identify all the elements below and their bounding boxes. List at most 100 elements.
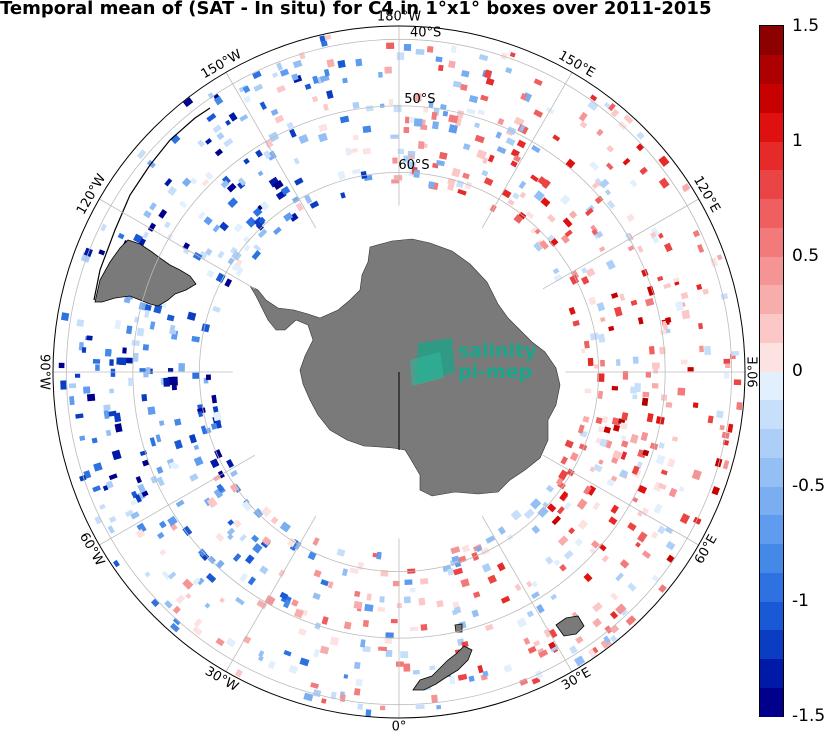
anomaly-cell <box>516 617 528 628</box>
anomaly-cell <box>546 214 556 223</box>
anomaly-cell <box>279 521 292 533</box>
anomaly-cell <box>447 568 455 576</box>
anomaly-cell <box>600 316 606 322</box>
anomaly-cell <box>426 46 434 53</box>
anomaly-cell <box>619 422 628 430</box>
anomaly-cell <box>133 233 143 244</box>
anomaly-cell <box>413 169 421 178</box>
anomaly-cell <box>342 77 348 84</box>
anomaly-cell <box>139 238 146 246</box>
anomaly-cell <box>364 603 374 612</box>
anomaly-cell <box>343 621 352 630</box>
anomaly-cell <box>192 372 200 379</box>
anomaly-cell <box>452 609 458 616</box>
anomaly-cell <box>105 429 112 437</box>
anomaly-cell <box>596 302 606 312</box>
anomaly-cell <box>527 645 537 654</box>
anomaly-cell <box>243 95 252 104</box>
anomaly-cell <box>98 249 106 256</box>
anomaly-cell <box>681 183 691 192</box>
anomaly-cell <box>604 625 613 634</box>
anomaly-cell <box>619 293 626 302</box>
colorbar-segment <box>760 371 783 401</box>
anomaly-cell <box>142 231 150 239</box>
anomaly-cell <box>620 451 628 461</box>
anomaly-cell <box>320 74 330 83</box>
colorbar-segment <box>760 313 783 343</box>
anomaly-cell <box>229 482 240 493</box>
anomaly-cell <box>573 655 586 667</box>
anomaly-cell <box>317 132 328 143</box>
anomaly-cell <box>510 148 520 158</box>
anomaly-cell <box>500 595 511 604</box>
anomaly-cell <box>707 415 714 424</box>
anomaly-cell <box>353 688 361 696</box>
anomaly-cell <box>731 350 740 356</box>
anomaly-cell <box>632 394 638 400</box>
colorbar-segment <box>760 342 783 372</box>
anomaly-cell <box>534 669 544 680</box>
anomaly-cell <box>595 416 603 425</box>
anomaly-cell <box>291 599 299 607</box>
anomaly-cell <box>680 359 688 365</box>
anomaly-cell <box>639 166 648 175</box>
anomaly-cell <box>182 525 193 537</box>
anomaly-cell <box>564 229 573 238</box>
anomaly-cell <box>606 478 615 487</box>
anomaly-cell <box>606 200 616 209</box>
anomaly-cell <box>273 226 282 235</box>
anomaly-cell <box>519 678 529 686</box>
anomaly-cell <box>206 112 217 123</box>
anomaly-cell <box>403 155 410 163</box>
anomaly-cell <box>680 292 689 300</box>
anomaly-cell <box>716 254 723 261</box>
anomaly-cell <box>196 577 205 586</box>
anomaly-cell <box>428 100 434 108</box>
logo-text-pi-mep: pi-mep <box>458 361 532 383</box>
anomaly-cell <box>436 704 442 710</box>
anomaly-cell <box>565 158 576 169</box>
anomaly-cell <box>609 635 618 643</box>
anomaly-cell <box>585 267 596 278</box>
anomaly-cell <box>108 515 117 524</box>
anomaly-cell <box>645 371 652 378</box>
anomaly-cell <box>559 563 567 572</box>
anomaly-cell <box>592 601 603 613</box>
anomaly-cell <box>474 134 485 144</box>
anomaly-cell <box>126 325 133 335</box>
anomaly-cell <box>298 133 309 144</box>
anomaly-cell <box>193 618 203 628</box>
anomaly-cell <box>166 314 175 322</box>
anomaly-cell <box>304 83 312 90</box>
anomaly-cell <box>321 698 327 704</box>
anomaly-cell <box>293 157 300 165</box>
anomaly-cell <box>543 628 553 638</box>
anomaly-cell <box>610 456 619 465</box>
anomaly-cell <box>168 571 177 580</box>
anomaly-cell <box>733 379 742 386</box>
anomaly-cell <box>462 143 471 151</box>
anomaly-cell <box>592 501 601 511</box>
anomaly-cell <box>158 520 167 529</box>
tasmania-landmass <box>555 615 585 637</box>
anomaly-cell <box>641 550 652 559</box>
anomaly-cell <box>192 577 201 586</box>
anomaly-cell <box>577 424 585 434</box>
anomaly-cell <box>586 485 597 496</box>
anomaly-cell <box>595 230 604 239</box>
anomaly-cell <box>204 171 214 181</box>
anomaly-cell <box>461 641 469 648</box>
anomaly-cell <box>150 598 160 608</box>
latitude-label: 40°S <box>410 26 441 41</box>
anomaly-cell <box>329 636 340 646</box>
anomaly-cell <box>182 578 194 590</box>
colorbar-segment <box>760 169 783 199</box>
anomaly-cell <box>598 459 604 465</box>
anomaly-cell <box>235 266 244 277</box>
anomaly-cell <box>608 325 615 332</box>
anomaly-cell <box>436 600 444 608</box>
anomaly-cell <box>336 548 346 557</box>
anomaly-cell <box>497 526 506 535</box>
anomaly-cell <box>110 368 116 377</box>
anomaly-cell <box>510 509 522 521</box>
